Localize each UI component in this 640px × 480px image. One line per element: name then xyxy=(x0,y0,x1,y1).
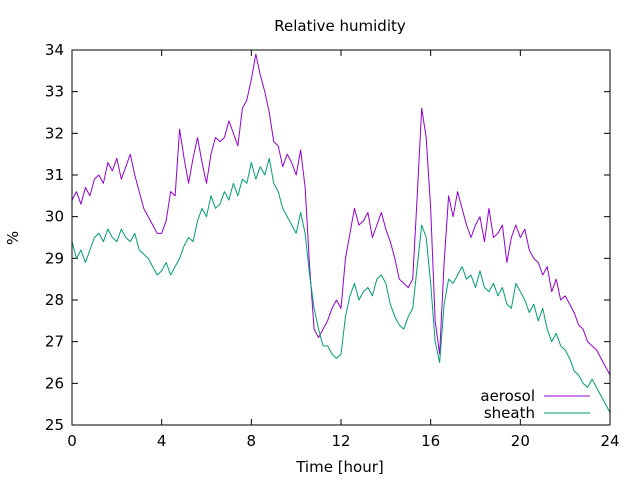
x-axis-label: Time [hour] xyxy=(295,458,384,476)
y-tick-label: 30 xyxy=(45,208,64,226)
x-tick-label: 12 xyxy=(331,432,350,450)
x-tick-label: 0 xyxy=(67,432,77,450)
legend-label-sheath: sheath xyxy=(484,404,535,422)
series-line-aerosol xyxy=(71,53,611,376)
series xyxy=(71,53,611,413)
y-tick-label: 26 xyxy=(45,374,64,392)
plot-frame xyxy=(71,49,611,426)
y-tick-label: 27 xyxy=(45,333,64,351)
series-line-sheath xyxy=(71,157,611,413)
y-axis-label: % xyxy=(4,231,22,245)
legend-label-aerosol: aerosol xyxy=(480,387,535,405)
y-tick-label: 34 xyxy=(45,41,64,59)
x-tick-label: 24 xyxy=(600,432,619,450)
x-tick-label: 8 xyxy=(247,432,257,450)
y-tick-label: 25 xyxy=(45,416,64,434)
chart-title: Relative humidity xyxy=(274,17,406,35)
y-tick-label: 28 xyxy=(45,291,64,309)
y-tick-label: 29 xyxy=(45,249,64,267)
y-tick-label: 33 xyxy=(45,83,64,101)
y-tick-label: 32 xyxy=(45,124,64,142)
x-tick-label: 20 xyxy=(511,432,530,450)
y-tick-label: 31 xyxy=(45,166,64,184)
ticks: 25 26 27 28 29 30 31 32 33 34 0 4 8 12 16 20 24 xyxy=(45,41,620,450)
x-tick-label: 16 xyxy=(421,432,440,450)
x-tick-label: 4 xyxy=(157,432,167,450)
